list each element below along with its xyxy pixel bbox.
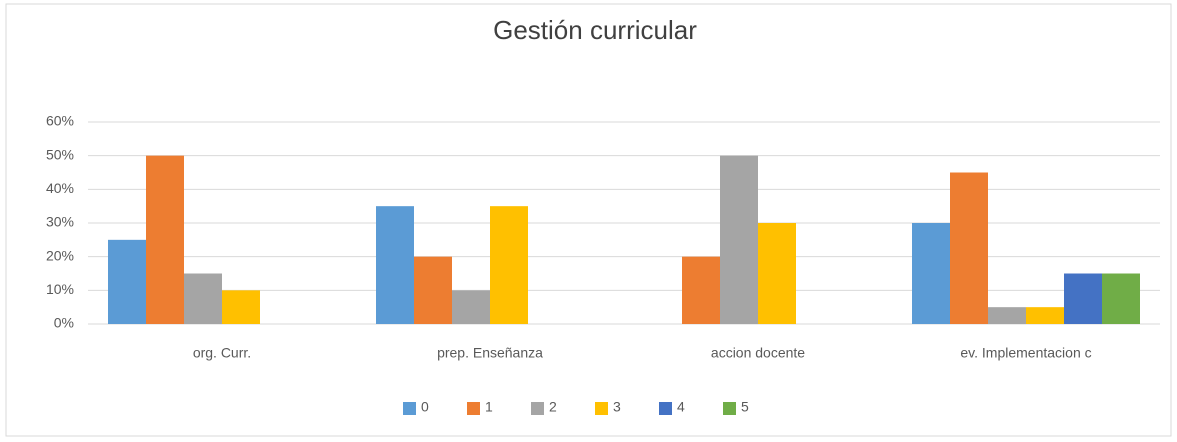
legend-label: 2 xyxy=(549,399,557,415)
legend-label: 0 xyxy=(421,399,429,415)
x-tick-label: org. Curr. xyxy=(193,345,251,361)
bar xyxy=(912,223,950,324)
bar xyxy=(146,155,184,324)
legend-swatch xyxy=(403,402,416,415)
chart-title: Gestión curricular xyxy=(493,15,697,45)
y-tick-label: 40% xyxy=(46,180,74,196)
y-tick-label: 60% xyxy=(46,113,74,129)
bar xyxy=(490,206,528,324)
bar xyxy=(452,290,490,324)
bar xyxy=(376,206,414,324)
x-tick-label: accion docente xyxy=(711,345,805,361)
bar xyxy=(1026,307,1064,324)
bar xyxy=(988,307,1026,324)
legend-label: 4 xyxy=(677,399,685,415)
legend-swatch xyxy=(659,402,672,415)
bar xyxy=(184,273,222,324)
bar xyxy=(108,239,146,324)
y-tick-label: 0% xyxy=(54,315,74,331)
legend-swatch xyxy=(467,402,480,415)
legend-swatch xyxy=(595,402,608,415)
y-tick-label: 10% xyxy=(46,281,74,297)
x-tick-label: prep. Enseñanza xyxy=(437,345,543,361)
bar xyxy=(720,155,758,324)
legend-swatch xyxy=(531,402,544,415)
bar xyxy=(1064,273,1102,324)
legend-label: 3 xyxy=(613,399,621,415)
x-tick-label: ev. Implementacion c xyxy=(960,345,1091,361)
bar xyxy=(1102,273,1140,324)
bar xyxy=(682,256,720,324)
legend-swatch xyxy=(723,402,736,415)
bar xyxy=(414,256,452,324)
bar xyxy=(758,223,796,324)
y-tick-label: 20% xyxy=(46,247,74,263)
y-tick-label: 30% xyxy=(46,214,74,230)
bar xyxy=(222,290,260,324)
bar xyxy=(950,172,988,324)
y-tick-label: 50% xyxy=(46,146,74,162)
legend-label: 5 xyxy=(741,399,749,415)
legend-label: 1 xyxy=(485,399,493,415)
